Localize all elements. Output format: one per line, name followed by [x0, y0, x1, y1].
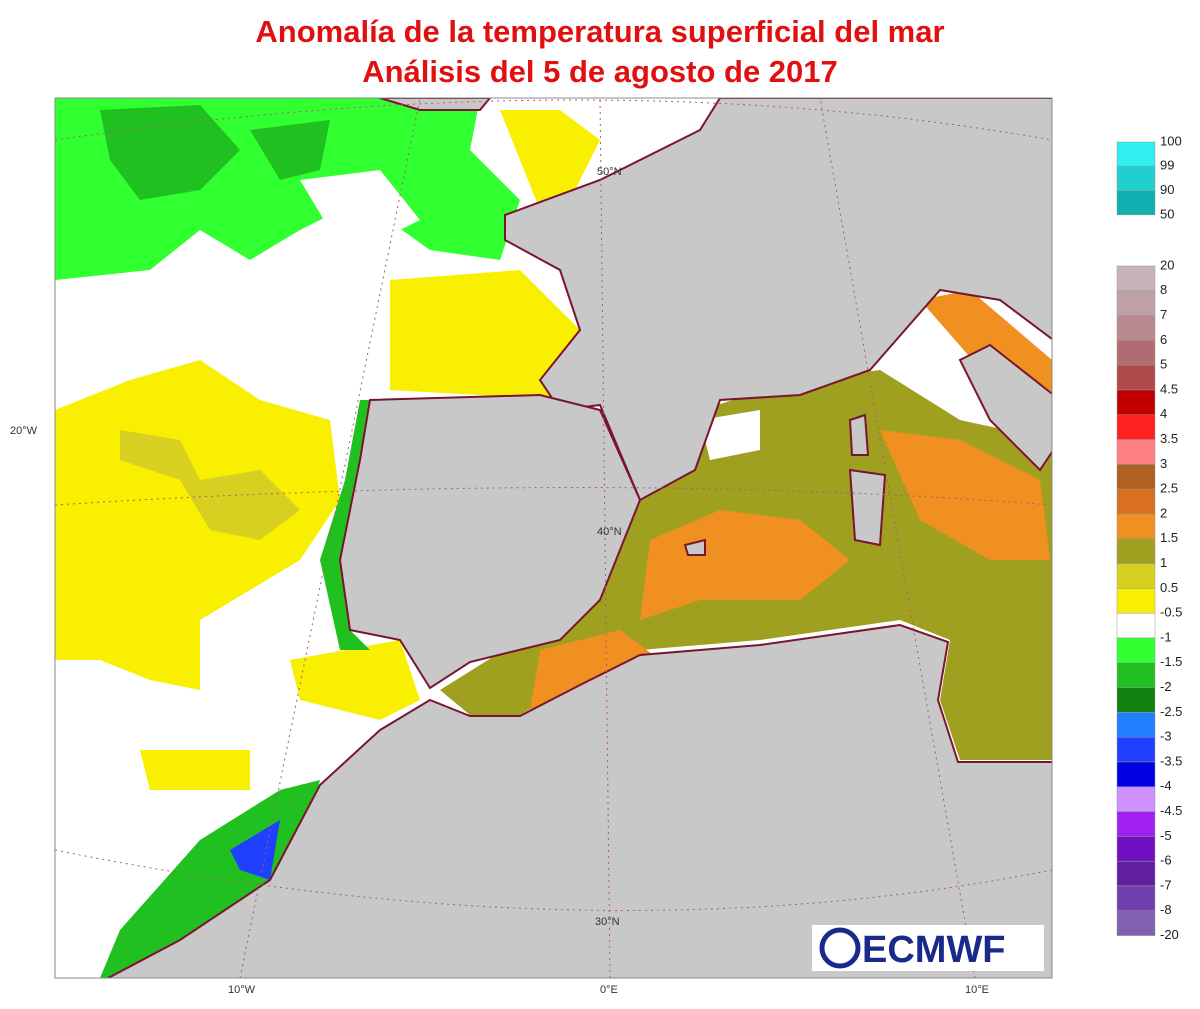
legend-swatch [1116, 811, 1156, 837]
legend-label: 100 [1160, 133, 1182, 148]
legend-label: 90 [1160, 182, 1174, 197]
graticule [239, 98, 976, 978]
legend-label: 7 [1160, 307, 1167, 322]
anomaly-area [100, 105, 330, 200]
title: Anomalía de la temperatura superficial d… [255, 14, 944, 49]
legend-label: -4.5 [1160, 803, 1182, 818]
legend-label: 2.5 [1160, 481, 1178, 496]
legend-swatch [1116, 736, 1156, 763]
map-frame [54, 97, 1053, 979]
map: 50°N 40°N 30°N 20°W 10°W 0°E 10°E ECMWF [10, 97, 1053, 996]
legend-swatch [1116, 712, 1156, 738]
anomaly-area [500, 110, 600, 210]
legend-label: -1.5 [1160, 654, 1182, 669]
legend-swatch [1116, 885, 1156, 912]
legend-label: 1 [1160, 555, 1167, 570]
legend-label: 8 [1160, 282, 1167, 297]
longitude-label: 10°E [965, 984, 989, 996]
legend-swatch [1116, 290, 1156, 316]
legend-swatch [1116, 836, 1156, 862]
legend-swatch [1116, 488, 1156, 515]
legend-label: -1 [1160, 629, 1172, 644]
legend-label: 6 [1160, 332, 1167, 347]
longitude-label: 0°E [600, 984, 618, 996]
legend-swatch [1116, 786, 1156, 812]
legend-label: -5 [1160, 828, 1172, 843]
latitude-label: 30°N [595, 916, 620, 928]
legend-swatch [1116, 538, 1156, 564]
legend-swatch [1116, 190, 1156, 216]
legend: 100 99 90 50 20 8 7 6 5 4.5 4 3.5 3 2.5 2 1.5 1 0.5 -0.5 -1… [1116, 133, 1182, 942]
anomaly-area [230, 820, 280, 880]
legend-label: -2 [1160, 679, 1172, 694]
legend-label: -7 [1160, 877, 1172, 892]
land [379, 98, 492, 111]
legend-label: 50 [1160, 206, 1174, 221]
legend-swatch [1116, 612, 1156, 639]
legend-label: -3 [1160, 729, 1172, 744]
longitude-label: 20°W [10, 425, 38, 437]
land [338, 393, 642, 690]
legend-label: -20 [1160, 927, 1179, 942]
legend-swatch [1116, 860, 1156, 887]
legend-swatch [1116, 910, 1156, 936]
island [683, 413, 887, 556]
land [958, 343, 1052, 472]
anomaly-area [140, 640, 420, 790]
legend-label: -2.5 [1160, 704, 1182, 719]
legend-label: -4 [1160, 778, 1172, 793]
legend-label: 4 [1160, 406, 1167, 421]
legend-swatch [1116, 315, 1156, 341]
legend-swatch [1116, 439, 1156, 465]
legend-label: 2 [1160, 505, 1167, 520]
latitude-label: 50°N [597, 166, 622, 178]
legend-swatch [1116, 364, 1156, 391]
legend-swatch [1116, 687, 1156, 713]
legend-label: 1.5 [1160, 530, 1178, 545]
logo-text: ECMWF [862, 929, 1006, 971]
legend-label: 3.5 [1160, 431, 1178, 446]
legend-label: 99 [1160, 158, 1174, 173]
subtitle: Análisis del 5 de agosto de 2017 [362, 54, 838, 89]
anomaly-area [530, 430, 1050, 710]
legend-swatch [1116, 166, 1156, 191]
legend-label: 3 [1160, 456, 1167, 471]
legend-label: 5 [1160, 357, 1167, 372]
legend-swatch [1116, 761, 1156, 788]
legend-swatch [1116, 389, 1156, 416]
legend-swatch [1116, 414, 1156, 440]
legend-swatch [1116, 588, 1156, 614]
legend-label: -6 [1160, 853, 1172, 868]
legend-swatch [1116, 513, 1156, 540]
legend-swatch [1116, 141, 1156, 167]
logo: ECMWF [812, 925, 1044, 971]
legend-swatch [1116, 662, 1156, 688]
anomaly-area [700, 410, 760, 460]
land [106, 623, 1052, 978]
legend-label: -0.5 [1160, 605, 1182, 620]
legend-label: 4.5 [1160, 381, 1178, 396]
legend-swatch [1116, 464, 1156, 490]
legend-label: -3.5 [1160, 753, 1182, 768]
legend-label: 0.5 [1160, 580, 1178, 595]
graticule [55, 99, 1052, 911]
legend-swatch [1116, 563, 1156, 589]
legend-swatch [1116, 265, 1156, 292]
anomaly-area [390, 270, 580, 400]
land [504, 98, 1052, 502]
legend-label: 20 [1160, 257, 1174, 272]
longitude-label: 10°W [228, 984, 256, 996]
anomaly-area [300, 170, 420, 240]
anomaly-area [120, 430, 300, 540]
legend-label: -8 [1160, 902, 1172, 917]
legend-swatch [1116, 340, 1156, 366]
latitude-label: 40°N [597, 526, 622, 538]
legend-swatch [1116, 637, 1156, 664]
